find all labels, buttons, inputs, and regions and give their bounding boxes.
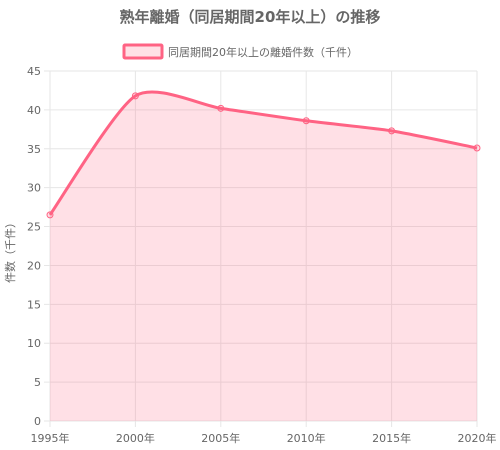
y-tick-label: 35 — [27, 143, 41, 156]
y-tick-label: 0 — [34, 415, 41, 428]
legend-swatch — [122, 43, 164, 60]
x-axis-ticks: 1995年 2000年 2005年 2010年 2015年 2020年 — [31, 431, 497, 445]
data-point[interactable] — [131, 92, 139, 100]
series-line-path — [48, 90, 478, 216]
series-area-fill — [50, 91, 477, 422]
grid-lines — [44, 70, 478, 427]
y-axis-title: 件数（千件） — [4, 217, 17, 283]
legend-label: 同居期間20年以上の離婚件数（千件） — [168, 45, 358, 59]
series-area — [50, 91, 477, 422]
chart-title: 熟年離婚（同居期間20年以上）の推移 — [120, 8, 381, 26]
x-tick-label: 2010年 — [287, 431, 326, 445]
data-point[interactable] — [473, 144, 481, 152]
x-tick-label: 2000年 — [116, 431, 155, 445]
data-point[interactable] — [46, 211, 54, 219]
data-point[interactable] — [388, 127, 396, 135]
y-tick-label: 10 — [27, 337, 41, 350]
data-point[interactable] — [217, 104, 225, 112]
y-tick-label: 45 — [27, 65, 41, 78]
y-axis-ticks: 0 5 10 15 20 25 30 35 40 45 — [27, 65, 41, 428]
y-tick-label: 5 — [34, 376, 41, 389]
data-point[interactable] — [302, 117, 310, 125]
y-tick-label: 20 — [27, 259, 41, 272]
y-tick-label: 30 — [27, 182, 41, 195]
y-tick-label: 15 — [27, 298, 41, 311]
y-tick-label: 40 — [27, 104, 41, 117]
y-tick-label: 25 — [27, 221, 41, 234]
series-line — [48, 90, 478, 216]
x-tick-label: 2020年 — [458, 431, 497, 445]
data-points — [46, 92, 481, 219]
legend[interactable]: 同居期間20年以上の離婚件数（千件） — [122, 43, 358, 60]
x-tick-label: 2005年 — [201, 431, 240, 445]
x-tick-label: 2015年 — [372, 431, 411, 445]
x-tick-label: 1995年 — [31, 431, 70, 445]
